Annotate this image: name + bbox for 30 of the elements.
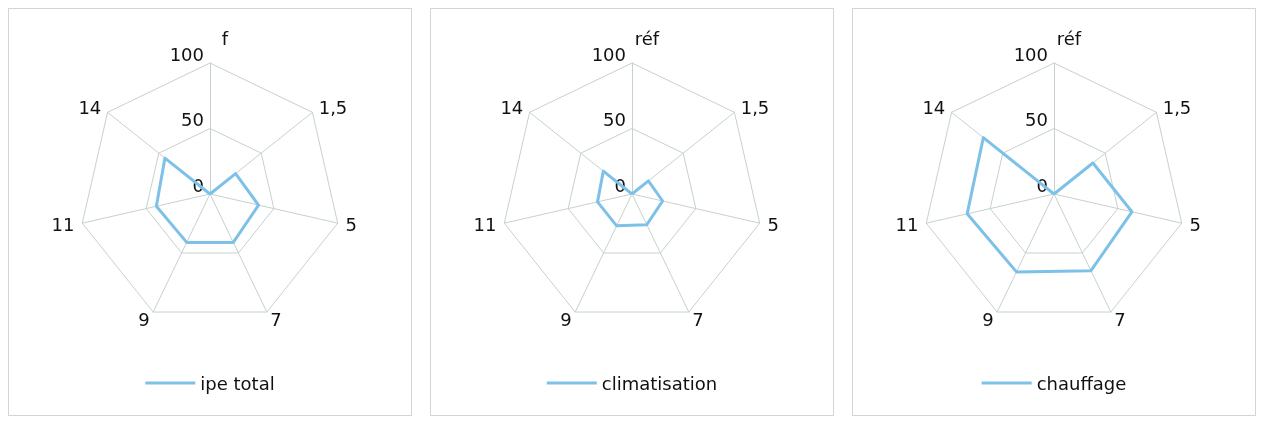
y-tick-label: 50	[603, 109, 626, 130]
y-tick-label: 100	[169, 43, 204, 65]
spoke-label: f	[221, 27, 229, 49]
spoke-label: 7	[692, 308, 704, 330]
spoke-label: 1,5	[1162, 96, 1192, 118]
spoke-label: 9	[560, 308, 572, 330]
spoke-label: 11	[51, 214, 75, 236]
spoke-label: 11	[473, 214, 497, 236]
spoke-label: 5	[1189, 214, 1201, 236]
spoke-label: 7	[1114, 308, 1126, 330]
spoke-label: 11	[895, 214, 919, 236]
spoke-label: 7	[270, 308, 282, 330]
spoke-label: 5	[345, 214, 357, 236]
legend-label: climatisation	[601, 372, 718, 394]
spoke-label: réf	[634, 27, 660, 49]
spoke-label: 14	[922, 96, 946, 118]
spoke-label: 9	[982, 308, 994, 330]
spoke-label: 5	[767, 214, 779, 236]
y-tick-label: 50	[1025, 109, 1048, 130]
y-tick-label: 50	[181, 109, 204, 130]
spoke-label: 9	[138, 308, 150, 330]
y-tick-label: 100	[591, 43, 626, 65]
spoke-label: 1,5	[740, 96, 770, 118]
y-tick-label: 100	[1013, 43, 1048, 65]
spoke-label: 1,5	[318, 96, 348, 118]
legend-label: ipe total	[200, 372, 275, 394]
spoke-label: réf	[1056, 27, 1082, 49]
spoke-label: 14	[78, 96, 102, 118]
legend-label: chauffage	[1036, 372, 1127, 394]
spoke-label: 14	[500, 96, 524, 118]
